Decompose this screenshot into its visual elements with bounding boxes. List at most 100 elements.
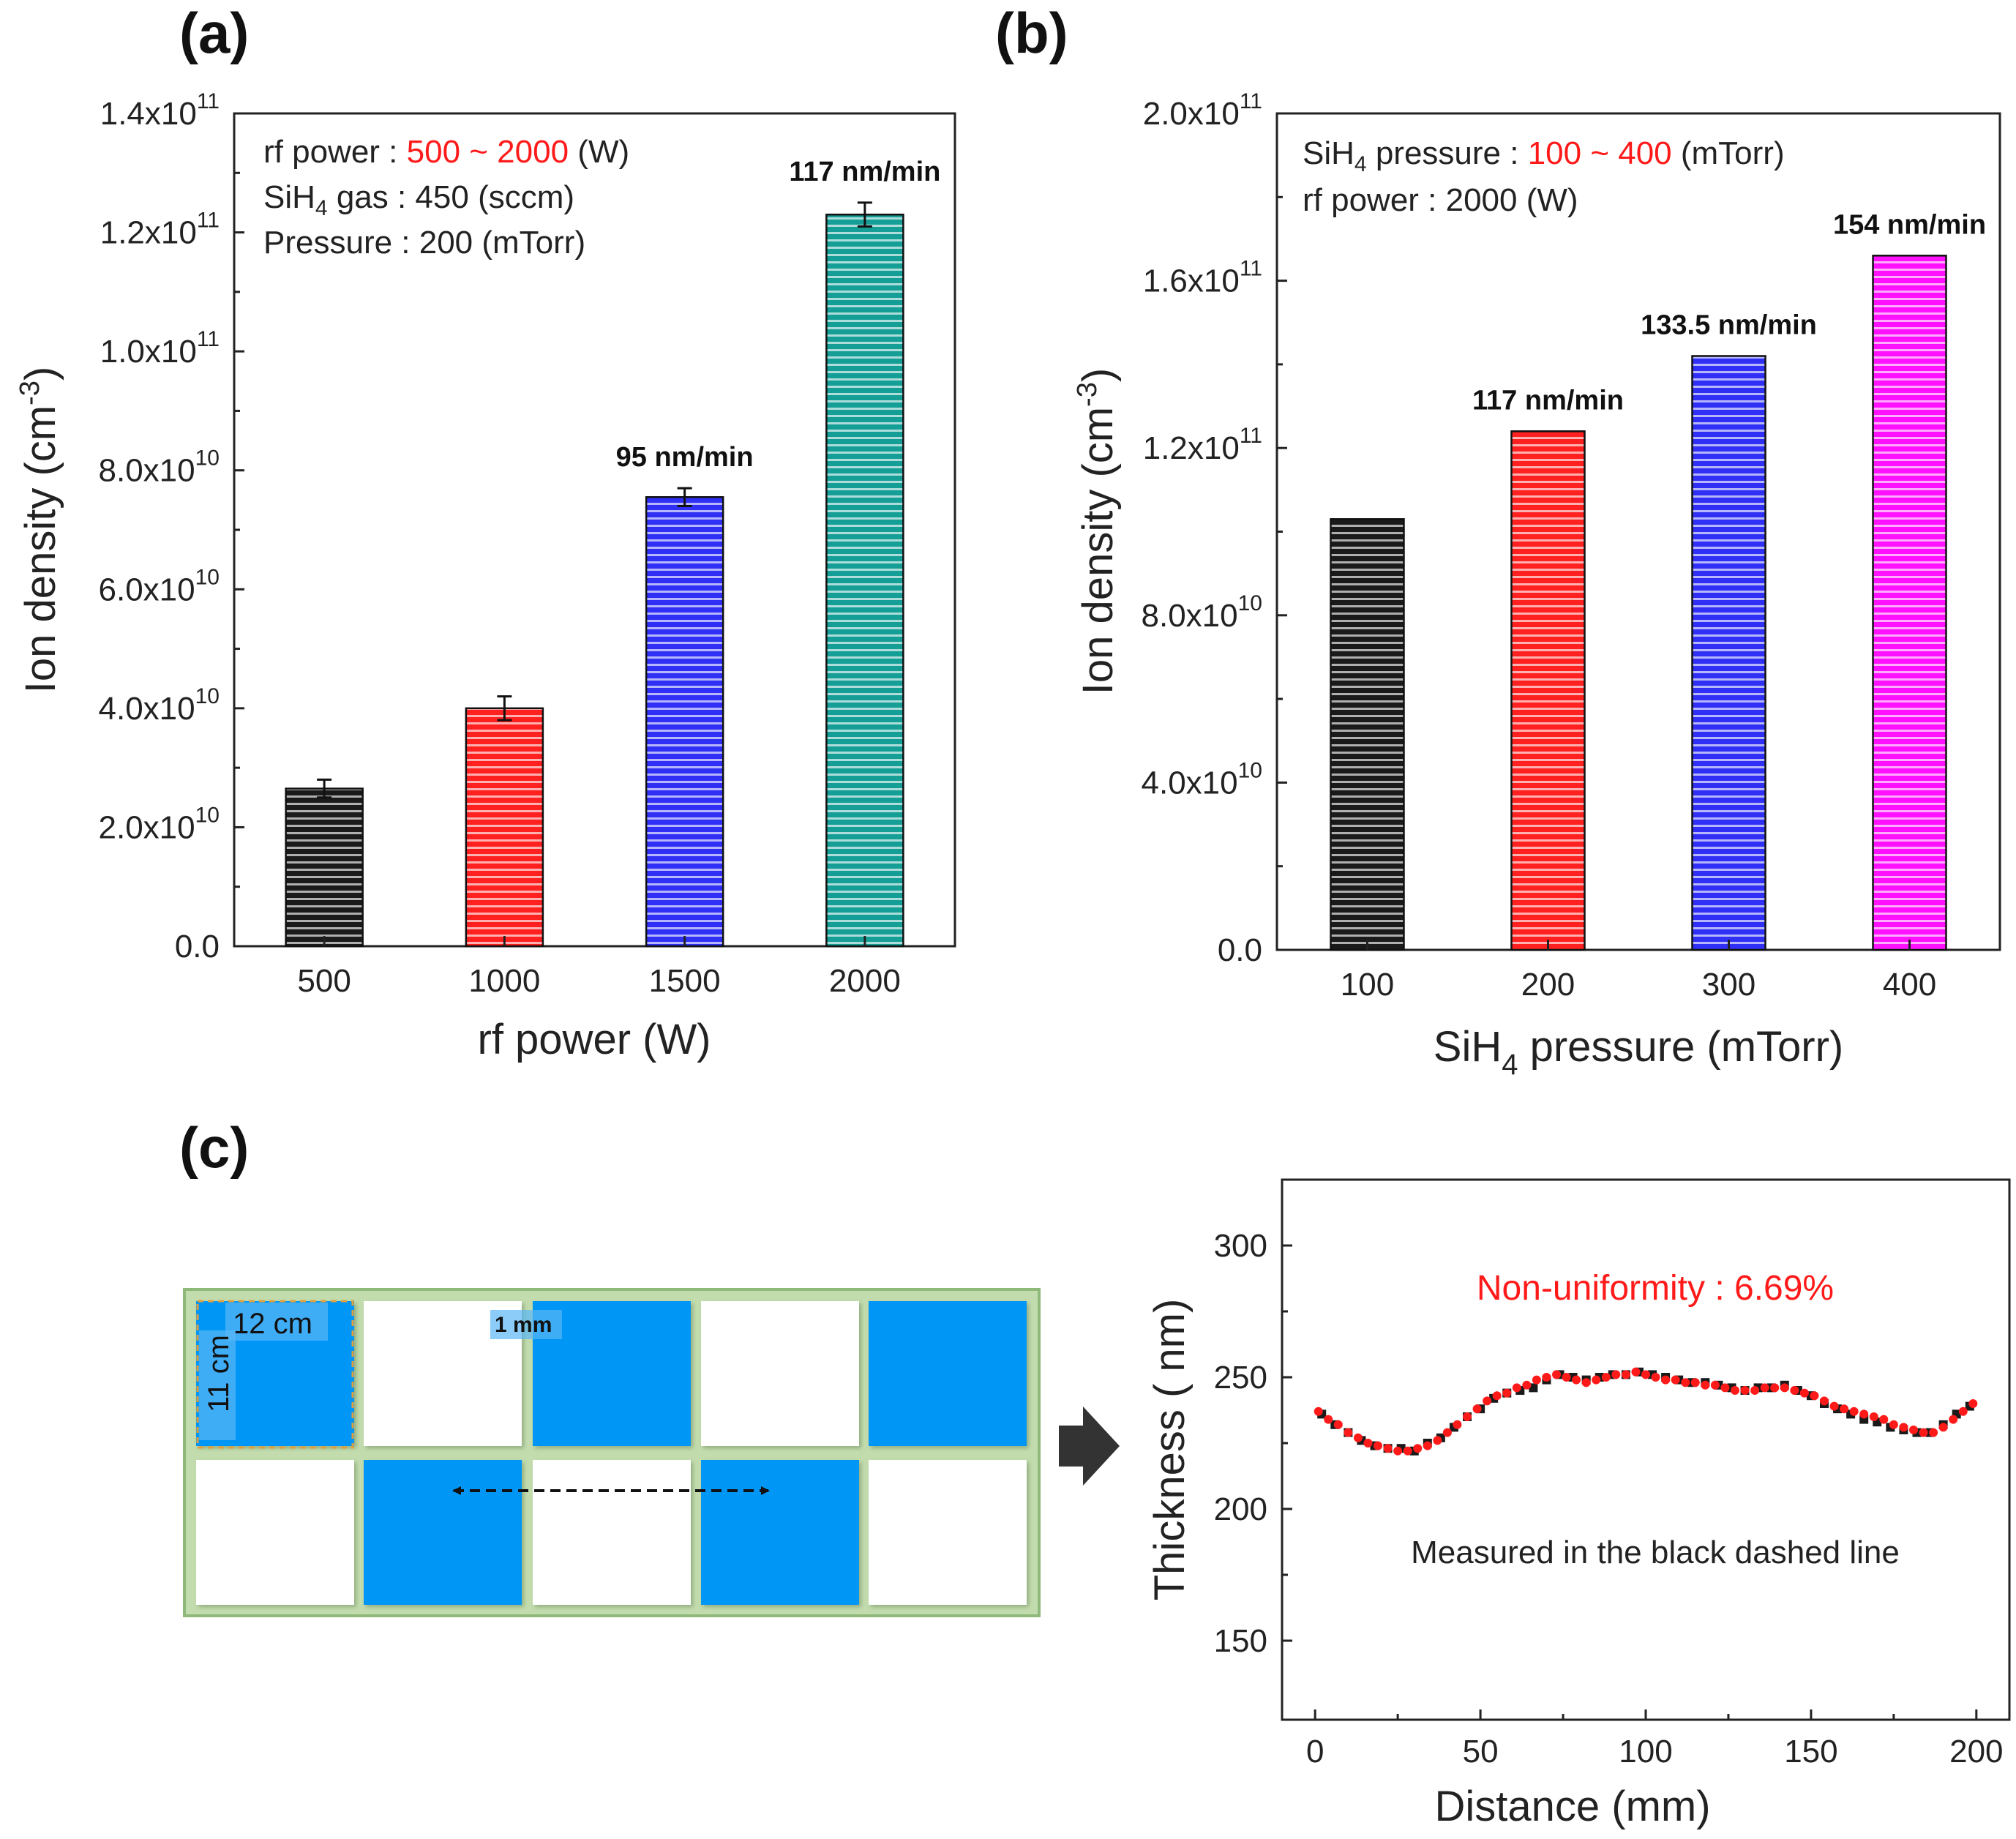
height-label-bg — [199, 1330, 236, 1440]
data-point-red — [1790, 1386, 1799, 1395]
bar-hatch-1000 — [465, 708, 543, 946]
chart-a-condition-pressure: Pressure : 200 (mTorr) — [263, 225, 585, 261]
chart-b: SiH4 pressure : 100 ~ 400 (mTorr) rf pow… — [1072, 89, 2001, 1081]
y-tick-label: 0.0 — [1218, 932, 1262, 968]
y-tick-label: 0.0 — [175, 929, 220, 965]
data-point-red — [1651, 1373, 1660, 1382]
data-point-red — [1552, 1370, 1562, 1379]
tile-1-3 — [701, 1460, 859, 1605]
y-tick-label: 150 — [1214, 1623, 1267, 1659]
y-tick-label: 8.0x1010 — [99, 446, 220, 489]
data-point-red — [1849, 1407, 1859, 1416]
data-point-red — [1710, 1380, 1720, 1390]
bar-annotation: 133.5 nm/min — [1641, 310, 1817, 340]
chart-b-condition-power: rf power : 2000 (W) — [1303, 182, 1578, 218]
data-point-red — [1453, 1420, 1462, 1429]
y-tick-label: 8.0x1010 — [1142, 591, 1262, 634]
gap-label-bg — [490, 1310, 562, 1339]
height-label: 11 cm — [203, 1335, 235, 1412]
data-point-red — [1938, 1423, 1948, 1432]
data-point-red — [1929, 1428, 1938, 1437]
data-point-red — [1760, 1383, 1769, 1393]
data-point-red — [1363, 1439, 1373, 1447]
data-point-red — [1701, 1380, 1710, 1390]
data-point-red — [1859, 1409, 1869, 1419]
data-point-red — [1740, 1386, 1750, 1395]
chart-a-conditions: rf power : 500 ~ 2000 (W) SiH4 gas : 450… — [263, 134, 629, 261]
y-tick-label: 1.4x1011 — [100, 89, 220, 132]
chart-b-y-axis-title: Ion density (cm-3) — [1072, 368, 1122, 694]
data-point-red — [1770, 1383, 1780, 1393]
data-point-red — [1542, 1373, 1551, 1382]
chart-b-x-axis-title: SiH4 pressure (mTorr) — [1434, 1023, 1843, 1081]
width-label-bg — [225, 1303, 328, 1341]
chart-b-conditions: SiH4 pressure : 100 ~ 400 (mTorr) rf pow… — [1303, 135, 1785, 218]
chart-c-annotation: Non-uniformity : 6.69% — [1477, 1269, 1834, 1308]
bar-annotation: 117 nm/min — [1472, 385, 1624, 416]
data-point-red — [1374, 1441, 1383, 1450]
data-point-red — [1413, 1444, 1423, 1453]
bar-hatch-200 — [1511, 431, 1585, 950]
data-point-red — [1968, 1399, 1978, 1408]
y-tick-label: 300 — [1214, 1228, 1267, 1264]
chart-a-condition-power: rf power : 500 ~ 2000 (W) — [263, 134, 629, 170]
data-point-red — [1483, 1396, 1492, 1406]
y-tick-label: 1.6x1011 — [1143, 257, 1262, 299]
data-point-red — [1611, 1370, 1621, 1379]
x-tick-label: 1500 — [649, 963, 721, 999]
chart-a: rf power : 500 ~ 2000 (W) SiH4 gas : 450… — [15, 89, 956, 1063]
chart-c: Non-uniformity : 6.69% Measured in the b… — [1146, 1178, 2011, 1830]
data-point-red — [1869, 1412, 1878, 1421]
data-point-red — [1799, 1388, 1809, 1398]
x-tick-label: 50 — [1463, 1734, 1499, 1769]
x-tick-label: 300 — [1702, 967, 1755, 1003]
bar-hatch-100 — [1330, 519, 1404, 950]
chart-a-x-axis-title: rf power (W) — [478, 1016, 711, 1063]
chart-c-note: Measured in the black dashed line — [1411, 1535, 1900, 1570]
data-point-red — [1908, 1426, 1918, 1434]
y-tick-label: 4.0x1010 — [99, 684, 220, 727]
data-point-red — [1492, 1391, 1502, 1401]
tile-1-0 — [196, 1460, 354, 1605]
data-point-red — [1949, 1415, 1958, 1424]
panel-a-label: (a) — [179, 1, 249, 65]
data-point-red — [1829, 1401, 1839, 1411]
data-point-red — [1810, 1391, 1819, 1401]
data-point-red — [1601, 1373, 1611, 1382]
data-point-red — [1512, 1383, 1521, 1393]
data-point-red — [1572, 1375, 1581, 1385]
tile-diagram: 12 cm 11 cm 1 mm — [183, 1288, 1041, 1617]
y-tick-label: 1.2x1011 — [1143, 424, 1262, 466]
x-tick-label: 200 — [1949, 1734, 2003, 1769]
bar-hatch-2000 — [826, 214, 904, 947]
data-point-red — [1681, 1378, 1690, 1387]
y-tick-label: 2.0x1011 — [1143, 89, 1262, 132]
x-tick-label: 2000 — [829, 963, 901, 999]
bar-hatch-300 — [1692, 356, 1766, 951]
y-tick-label: 200 — [1214, 1491, 1267, 1527]
tile-1-2 — [533, 1460, 691, 1605]
data-point-red — [1442, 1428, 1452, 1437]
data-point-red — [1383, 1444, 1393, 1453]
data-point-red — [1819, 1396, 1829, 1406]
bar-annotation: 117 nm/min — [789, 157, 940, 187]
data-point-red — [1720, 1383, 1730, 1393]
width-label: 12 cm — [233, 1308, 312, 1340]
bar-annotation: 95 nm/min — [616, 442, 754, 473]
data-point-red — [1314, 1407, 1323, 1416]
y-tick-label: 2.0x1010 — [99, 803, 220, 845]
y-tick-label: 1.0x1011 — [100, 327, 220, 370]
data-point-red — [1344, 1428, 1353, 1437]
data-point-red — [1750, 1386, 1760, 1395]
y-tick-label: 6.0x1010 — [99, 565, 220, 607]
x-tick-label: 200 — [1521, 967, 1575, 1003]
bar-hatch-500 — [285, 788, 363, 946]
data-point-red — [1403, 1446, 1412, 1456]
bar-hatch-400 — [1873, 255, 1946, 950]
data-point-red — [1919, 1428, 1928, 1437]
data-point-red — [1502, 1388, 1512, 1398]
gap-label: 1 mm — [495, 1313, 552, 1337]
data-point-red — [1324, 1415, 1333, 1424]
data-point-red — [1958, 1407, 1968, 1416]
chart-a-condition-gas: SiH4 gas : 450 (sccm) — [263, 179, 574, 220]
